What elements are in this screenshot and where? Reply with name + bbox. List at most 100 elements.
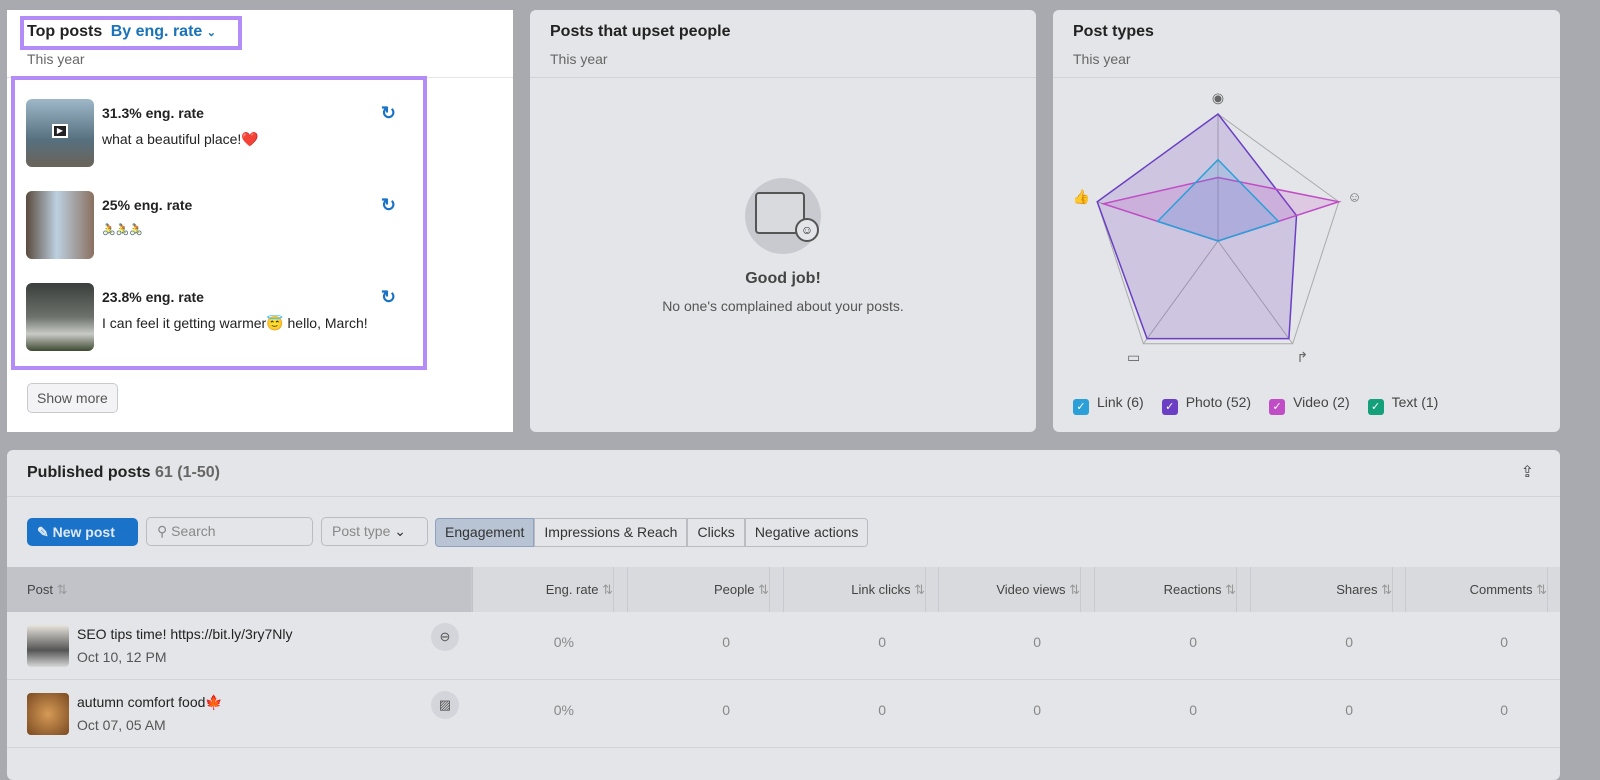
- divider: [7, 496, 1560, 497]
- post-types-card: Post types This year ◉ ☺ ↱ ▭ 👍 ✓ Link (6) ✓ Pho…: [1053, 10, 1560, 432]
- reactions-smile-icon: ☺: [1347, 189, 1361, 205]
- sort-icon: ⇅: [914, 582, 925, 597]
- empty-text: No one's complained about your posts.: [662, 298, 904, 314]
- post-text[interactable]: SEO tips time! https://bit.ly/3ry7Nly: [77, 626, 293, 642]
- column-header[interactable]: Eng. rate ⇅: [546, 567, 614, 612]
- legend-item[interactable]: ✓ Video (2): [1269, 394, 1350, 415]
- refresh-icon[interactable]: ↻: [380, 287, 396, 307]
- sort-icon: ⇅: [1381, 582, 1392, 597]
- column-divider: [938, 567, 939, 612]
- radar-series-link: [1156, 158, 1280, 242]
- search-input[interactable]: ⚲ Search: [146, 517, 313, 546]
- eng-rate: 31.3% eng. rate: [102, 105, 204, 121]
- top-post-item[interactable]: 23.8% eng. rate I can feel it getting wa…: [26, 283, 406, 351]
- legend: ✓ Link (6) ✓ Photo (52) ✓ Video (2) ✓ Text (1): [1073, 394, 1438, 415]
- refresh-icon[interactable]: ↻: [380, 103, 396, 123]
- tab-impressions-reach[interactable]: Impressions & Reach: [534, 518, 688, 547]
- eng-rate: 25% eng. rate: [102, 197, 193, 213]
- sort-icon: ⇅: [1225, 582, 1236, 597]
- tab-engagement[interactable]: Engagement: [435, 518, 535, 547]
- column-header[interactable]: Shares ⇅: [1336, 567, 1393, 612]
- show-more-button[interactable]: Show more: [27, 383, 118, 413]
- sort-icon: ⇅: [1069, 582, 1080, 597]
- post-thumbnail: [27, 625, 69, 667]
- sort-icon: ⇅: [758, 582, 769, 597]
- table-row[interactable]: autumn comfort food🍁 Oct 07, 05 AM ▨ 0% 0 0 0 0…: [7, 680, 1560, 748]
- refresh-icon[interactable]: ↻: [380, 195, 396, 215]
- cell-value: 0%: [553, 702, 574, 718]
- column-label: Eng. rate: [545, 582, 599, 597]
- export-icon[interactable]: ⇪: [1520, 464, 1534, 481]
- column-header[interactable]: Post ⇅: [27, 567, 68, 612]
- top-posts-title: Top posts By eng. rate ⌄: [27, 23, 216, 41]
- radar-axis: [1217, 240, 1294, 345]
- cell-value: 0: [1033, 634, 1041, 650]
- tab-negative-actions[interactable]: Negative actions: [744, 518, 869, 547]
- title-text: Published posts: [27, 464, 151, 481]
- new-post-button[interactable]: ✎ New post: [27, 518, 138, 546]
- post-thumbnail: [27, 693, 69, 735]
- views-icon: ◉: [1212, 90, 1224, 105]
- image-icon: ▨: [431, 691, 459, 719]
- column-header[interactable]: Reactions ⇅: [1164, 567, 1237, 612]
- top-post-item[interactable]: ▶ 31.3% eng. rate what a beautiful place…: [26, 99, 406, 167]
- column-header[interactable]: Video views ⇅: [996, 567, 1081, 612]
- post-text: I can feel it getting warmer😇 hello, Mar…: [102, 315, 368, 331]
- column-label: Comments: [1469, 582, 1533, 597]
- search-icon: ⚲: [157, 523, 168, 539]
- chevron-down-icon: ⌄: [206, 27, 216, 39]
- highlight-posts: [11, 76, 427, 370]
- sort-icon: ⇅: [1536, 582, 1547, 597]
- period-label: This year: [1073, 51, 1131, 67]
- post-text[interactable]: autumn comfort food🍁: [77, 694, 223, 710]
- table-row[interactable]: SEO tips time! https://bit.ly/3ry7Nly Oct…: [7, 612, 1560, 680]
- cell-value: 0: [1500, 634, 1508, 650]
- column-label: Link clicks: [851, 582, 911, 597]
- column-divider: [1250, 567, 1251, 612]
- metric-tabs: Engagement Impressions & Reach Clicks Ne…: [435, 518, 869, 547]
- radar-chart: ◉ ☺ ↱ ▭ 👍: [1073, 90, 1362, 365]
- dropdown-label: Post type: [332, 523, 391, 539]
- column-header[interactable]: Comments ⇅: [1470, 567, 1548, 612]
- post-count: 61 (1-50): [155, 464, 220, 481]
- column-divider: [783, 567, 784, 612]
- legend-item[interactable]: ✓ Text (1): [1367, 394, 1438, 415]
- column-label: Reactions: [1163, 582, 1222, 597]
- card-title: Post types: [1073, 23, 1154, 40]
- cell-value: 0%: [553, 634, 574, 650]
- legend-label: Video (2): [1293, 394, 1350, 410]
- top-post-item[interactable]: 25% eng. rate 🚴🚴🚴 ↻: [26, 191, 406, 259]
- sort-dropdown[interactable]: By eng. rate ⌄: [111, 23, 216, 40]
- shares-icon: ↱: [1296, 349, 1308, 365]
- legend-item[interactable]: ✓ Photo (52): [1161, 394, 1252, 415]
- checkbox-icon: ✓: [1367, 399, 1384, 415]
- column-label: Shares: [1336, 582, 1378, 597]
- published-posts-card: Published posts 61 (1-50) ⇪: [7, 450, 1560, 780]
- chevron-down-icon: ⌄: [394, 523, 406, 539]
- published-title: Published posts 61 (1-50): [27, 464, 220, 482]
- post-date: Oct 07, 05 AM: [77, 717, 166, 733]
- post-type-dropdown[interactable]: Post type ⌄: [321, 517, 428, 546]
- empty-title: Good job!: [745, 270, 821, 287]
- column-divider: [1094, 567, 1095, 612]
- checkbox-icon: ✓: [1269, 399, 1286, 415]
- legend-item[interactable]: ✓ Link (6): [1073, 394, 1144, 415]
- sort-label: By eng. rate: [110, 23, 203, 40]
- empty-state-illustration: ☺: [745, 178, 821, 254]
- cell-value: 0: [722, 702, 730, 718]
- cell-value: 0: [1500, 702, 1508, 718]
- legend-label: Link (6): [1097, 394, 1144, 410]
- tab-clicks[interactable]: Clicks: [687, 518, 745, 547]
- legend-label: Photo (52): [1185, 394, 1252, 410]
- divider: [1053, 77, 1560, 78]
- comments-icon: ▭: [1127, 349, 1140, 365]
- column-header[interactable]: People ⇅: [714, 567, 770, 612]
- cell-value: 0: [878, 702, 886, 718]
- radar-axis: [1142, 240, 1219, 345]
- column-header[interactable]: Link clicks ⇅: [851, 567, 926, 612]
- cell-value: 0: [878, 634, 886, 650]
- column-label: Post: [27, 582, 54, 597]
- button-label: New post: [52, 524, 115, 540]
- card-title: Posts that upset people: [550, 23, 731, 40]
- post-text: what a beautiful place!❤️: [102, 131, 259, 147]
